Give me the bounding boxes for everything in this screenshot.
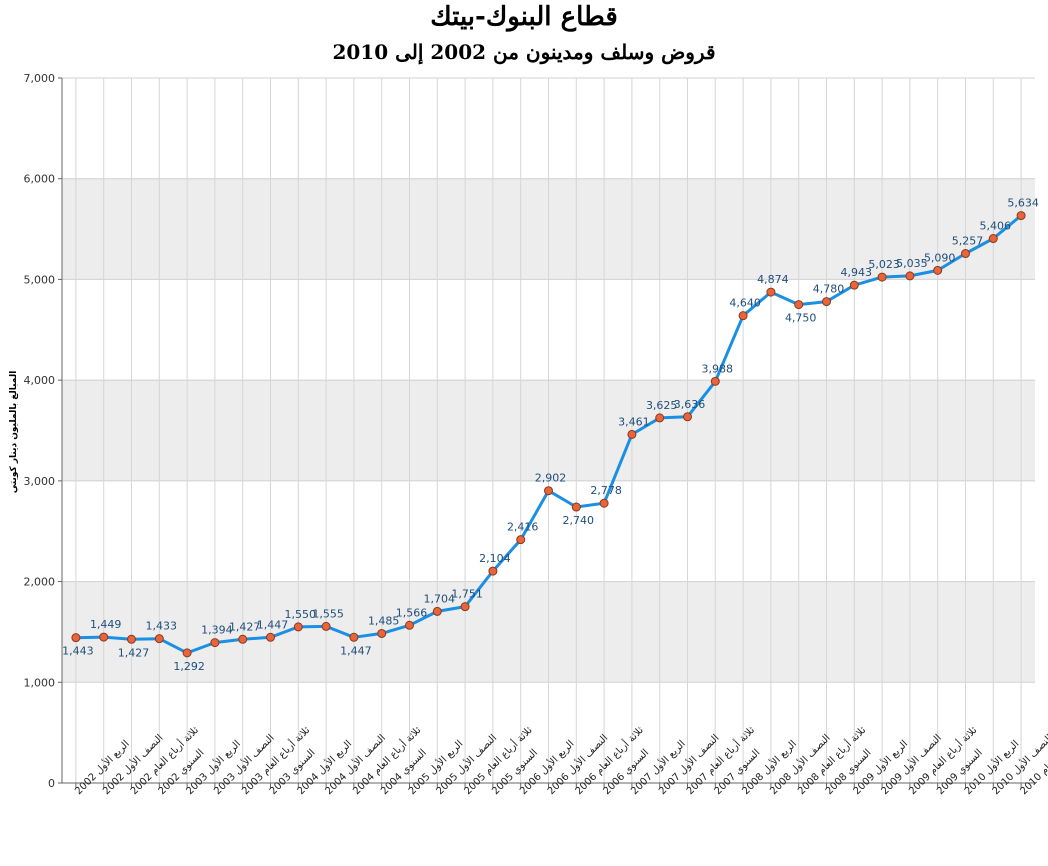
data-label: 5,023 xyxy=(868,258,900,271)
data-point xyxy=(432,606,442,616)
data-label: 2,416 xyxy=(507,521,539,534)
chart-title: قطاع البنوك-بيتك xyxy=(430,2,618,32)
y-tick-label: 7,000 xyxy=(24,72,56,85)
data-point xyxy=(571,502,581,512)
data-label: 1,449 xyxy=(90,618,122,631)
data-point xyxy=(877,272,887,282)
data-point xyxy=(905,271,915,281)
data-point xyxy=(599,498,609,508)
data-label: 1,550 xyxy=(285,608,317,621)
data-label: 4,750 xyxy=(785,312,817,325)
data-label: 3,625 xyxy=(646,399,678,412)
data-point xyxy=(1016,211,1026,221)
data-point xyxy=(822,297,831,307)
data-point xyxy=(516,535,526,545)
data-label: 5,090 xyxy=(924,251,956,264)
y-tick-label: 2,000 xyxy=(24,576,56,589)
data-point xyxy=(321,621,331,631)
data-label: 1,555 xyxy=(312,607,344,620)
data-label: 3,988 xyxy=(702,362,734,375)
data-label: 3,461 xyxy=(618,415,650,428)
data-point xyxy=(127,634,136,644)
data-point xyxy=(655,413,665,423)
data-point xyxy=(210,638,220,648)
data-label: 5,257 xyxy=(952,235,984,248)
data-point xyxy=(738,311,748,321)
y-axis-title: المبالغ بالمليون دينار كويتي xyxy=(9,371,19,494)
data-label: 2,740 xyxy=(563,514,595,527)
data-label: 4,943 xyxy=(841,266,873,279)
data-label: 3,636 xyxy=(674,398,706,411)
data-point xyxy=(154,634,164,644)
data-label: 1,447 xyxy=(340,644,372,657)
data-label: 5,035 xyxy=(896,257,928,270)
y-tick-label: 0 xyxy=(48,777,55,790)
data-label: 5,406 xyxy=(980,220,1012,233)
data-label: 1,566 xyxy=(396,606,428,619)
data-label: 1,704 xyxy=(424,592,456,605)
data-label: 1,427 xyxy=(118,646,150,659)
y-tick-label: 5,000 xyxy=(24,273,56,286)
chart-subtitle: قروض وسلف ومدينون من 2002 إلى 2010 xyxy=(332,40,716,64)
data-markers xyxy=(71,211,1026,658)
data-label: 1,427 xyxy=(229,620,261,633)
data-point xyxy=(71,633,81,643)
data-label: 1,751 xyxy=(451,588,483,601)
data-label: 2,902 xyxy=(535,472,567,485)
vertical-gridlines xyxy=(75,78,1022,783)
y-tick-labels: 0 1,000 2,000 3,000 4,000 5,000 6,000 7,000 xyxy=(24,72,56,790)
data-point xyxy=(766,287,776,297)
y-tick-label: 1,000 xyxy=(24,676,56,689)
data-label: 1,447 xyxy=(257,618,289,631)
data-point xyxy=(182,648,192,658)
axes xyxy=(58,77,1035,788)
data-label: 2,104 xyxy=(479,552,511,565)
data-label: 4,780 xyxy=(813,283,845,296)
data-label: 2,778 xyxy=(590,484,622,497)
data-label: 1,433 xyxy=(146,620,178,633)
data-point xyxy=(849,280,859,290)
data-point xyxy=(988,234,998,244)
data-point xyxy=(794,300,804,310)
data-label: 1,443 xyxy=(62,645,94,658)
data-point xyxy=(238,634,248,644)
data-point xyxy=(266,632,275,642)
data-label: 1,292 xyxy=(173,660,205,673)
data-point xyxy=(544,486,553,496)
data-point xyxy=(293,622,303,632)
y-tick-label: 3,000 xyxy=(24,475,56,488)
data-point xyxy=(627,429,637,439)
data-point xyxy=(683,412,692,422)
data-point xyxy=(933,265,943,275)
data-point xyxy=(710,376,720,386)
data-point xyxy=(377,628,387,638)
data-label: 5,634 xyxy=(1007,197,1039,210)
data-point xyxy=(460,602,470,612)
data-labels: 1,4431,4491,4271,4331,2921,3941,4271,447… xyxy=(62,197,1039,673)
y-tick-label: 4,000 xyxy=(24,374,56,387)
data-point xyxy=(405,620,414,630)
data-label: 1,394 xyxy=(201,624,233,637)
data-label: 4,874 xyxy=(757,273,789,286)
y-tick-label: 6,000 xyxy=(24,173,56,186)
data-point xyxy=(488,566,498,576)
data-point xyxy=(99,632,109,642)
data-label: 4,640 xyxy=(729,297,761,310)
data-label: 1,485 xyxy=(368,614,400,627)
data-point xyxy=(349,632,359,642)
data-point xyxy=(961,249,970,259)
